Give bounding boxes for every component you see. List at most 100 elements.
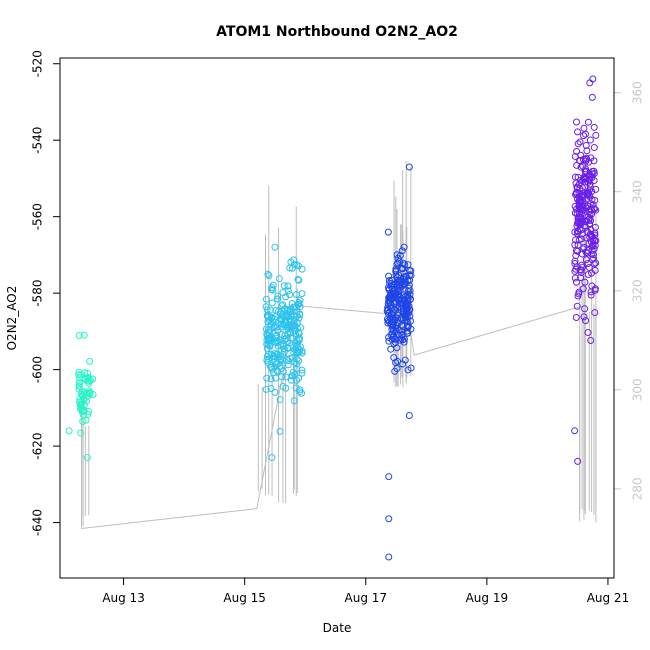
data-point [286, 264, 294, 272]
data-point [77, 429, 85, 437]
data-point [75, 383, 83, 391]
data-point [265, 329, 273, 337]
data-point [75, 378, 83, 386]
y-tick-label: -600 [31, 356, 45, 383]
data-point [75, 398, 83, 406]
data-point [280, 282, 288, 290]
data-point [573, 302, 581, 310]
data-point [583, 147, 591, 155]
data-point [273, 367, 281, 375]
data-point [276, 427, 284, 435]
data-point [283, 312, 291, 320]
data-point [402, 273, 410, 281]
data-point [274, 326, 282, 334]
data-point [571, 274, 579, 282]
data-point [80, 331, 88, 339]
data-point [83, 454, 91, 462]
data-point [574, 140, 582, 148]
y2-tick-label: 280 [631, 477, 645, 500]
data-point [581, 168, 589, 176]
data-point [80, 401, 88, 409]
data-point [294, 262, 302, 270]
data-point [388, 284, 396, 292]
data-point [578, 263, 586, 271]
data-point [275, 275, 283, 283]
y2-tick-label: 300 [631, 378, 645, 401]
data-point [294, 343, 302, 351]
data-point [272, 306, 280, 314]
data-point [397, 315, 405, 323]
axes: Aug 13 Aug 15 Aug 17 Aug 19 Aug 21 -520 -540 -5… [31, 50, 645, 605]
data-point [591, 309, 599, 317]
data-point [393, 251, 401, 259]
data-point [404, 294, 412, 302]
y-tick-label: -520 [31, 50, 45, 77]
data-point [579, 207, 587, 215]
data-point [264, 270, 272, 278]
data-point [78, 408, 86, 416]
data-point [385, 473, 393, 481]
data-point [284, 282, 292, 290]
data-point [588, 93, 596, 101]
data-point [392, 267, 400, 275]
data-point [573, 230, 581, 238]
data-point [398, 302, 406, 310]
data-point [403, 318, 411, 326]
data-point [293, 376, 301, 384]
data-point [581, 178, 589, 186]
data-point [575, 236, 583, 244]
data-point [584, 118, 592, 126]
data-point [268, 454, 276, 462]
data-point [579, 285, 587, 293]
data-point [387, 301, 395, 309]
data-point [292, 384, 300, 392]
y-tick-label: -560 [31, 203, 45, 230]
data-point [293, 336, 301, 344]
data-point [572, 118, 580, 126]
data-point [399, 322, 407, 330]
data-point [82, 375, 90, 383]
data-point [590, 144, 598, 152]
data-point [266, 341, 274, 349]
data-point [393, 365, 401, 373]
data-point [270, 323, 278, 331]
y2-tick-label: 340 [631, 180, 645, 203]
data-point [267, 363, 275, 371]
data-points [65, 75, 600, 561]
data-point [296, 388, 304, 396]
data-point [405, 302, 413, 310]
data-point [271, 388, 279, 396]
data-point [265, 355, 273, 363]
data-point [85, 387, 93, 395]
data-point [590, 177, 598, 185]
data-point [577, 151, 585, 159]
data-point [286, 291, 294, 299]
data-point [584, 271, 592, 279]
data-point [262, 295, 270, 303]
data-point [588, 233, 596, 241]
data-point [576, 138, 584, 146]
data-point [269, 369, 277, 377]
data-point [295, 374, 303, 382]
data-point [584, 329, 592, 337]
chart-title: ATOM1 Northbound O2N2_AO2 [216, 24, 458, 40]
data-point [84, 392, 92, 400]
data-point [278, 373, 286, 381]
data-point [590, 157, 598, 165]
data-point [576, 202, 584, 210]
data-point [282, 373, 290, 381]
x-axis-label: Date [323, 621, 352, 635]
data-point [585, 240, 593, 248]
data-point [574, 173, 582, 181]
data-point [581, 130, 589, 138]
data-point [390, 354, 398, 362]
data-point [278, 302, 286, 310]
data-point [265, 350, 273, 358]
data-point [581, 278, 589, 286]
data-point [399, 336, 407, 344]
data-point [270, 315, 278, 323]
y-axis-label: O2N2_AO2 [5, 286, 19, 351]
trend-line [81, 305, 584, 529]
data-point [265, 317, 273, 325]
